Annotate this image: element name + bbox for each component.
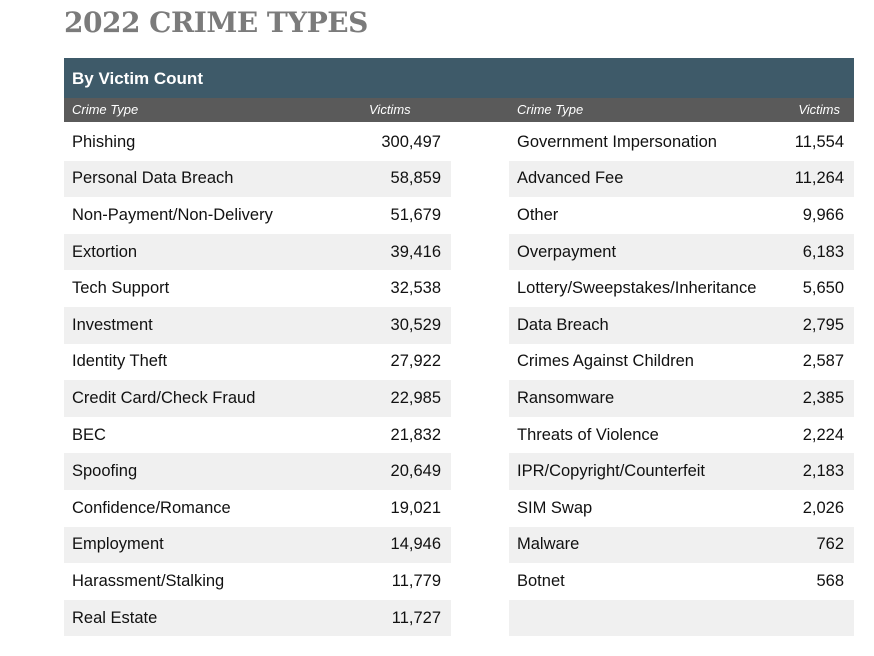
crime-type-cell: Overpayment — [517, 242, 617, 261]
page-title: 2022 CRIME TYPES — [64, 6, 368, 39]
victims-cell: 51,679 — [390, 205, 441, 224]
crime-type-cell: Credit Card/Check Fraud — [72, 388, 256, 407]
crime-type-cell: Extortion — [72, 242, 138, 261]
header-crime-type-right: Crime Type — [517, 102, 584, 117]
table-row: Identity Theft 27,922 — [64, 344, 451, 381]
crime-type-cell: IPR/Copyright/Counterfeit — [517, 462, 706, 481]
left-column: Phishing 300,497 Personal Data Breach 58,85… — [64, 124, 451, 637]
header-victims-right: Victims — [798, 102, 840, 117]
crime-type-cell: Ransomware — [517, 388, 615, 407]
victims-cell: 2,026 — [802, 498, 844, 517]
victims-cell: 6,183 — [802, 242, 844, 261]
column-header-row: Crime Type Victims Crime Type Victims — [64, 98, 854, 122]
victims-cell: 11,779 — [391, 571, 441, 590]
victims-cell: 20,649 — [390, 462, 441, 481]
crime-type-cell: Botnet — [517, 571, 565, 590]
table-row: Advanced Fee 11,264 — [509, 160, 854, 198]
victims-cell: 2,385 — [802, 388, 844, 407]
table-row: Ransomware 2,385 — [509, 380, 854, 417]
victims-cell: 19,021 — [390, 498, 441, 517]
table-row: Overpayment 6,183 — [509, 233, 854, 271]
crime-type-cell: Employment — [72, 535, 164, 554]
victims-cell: 32,538 — [390, 279, 441, 298]
crime-type-cell: SIM Swap — [517, 498, 593, 517]
victims-cell: 9,966 — [802, 205, 844, 224]
table-row: Confidence/Romance 19,021 — [64, 490, 451, 527]
crime-type-cell: Non-Payment/Non-Delivery — [72, 205, 273, 224]
table-row — [509, 599, 854, 637]
victims-cell: 22,985 — [390, 388, 441, 407]
table-row: Harassment/Stalking 11,779 — [64, 563, 451, 600]
crime-type-cell: Phishing — [72, 132, 136, 151]
table-row: Employment 14,946 — [64, 526, 451, 564]
victims-cell: 300,497 — [381, 132, 441, 151]
table-row: SIM Swap 2,026 — [509, 490, 854, 527]
victims-cell: 39,416 — [390, 242, 441, 261]
header-victims-left: Victims — [369, 102, 411, 117]
victims-cell: 58,859 — [390, 169, 441, 188]
table-row: Crimes Against Children 2,587 — [509, 344, 854, 381]
table-row: Data Breach 2,795 — [509, 306, 854, 344]
crime-type-cell: Spoofing — [72, 462, 138, 481]
victims-cell: 27,922 — [390, 352, 441, 371]
crime-type-cell: Malware — [517, 535, 580, 554]
crime-type-cell: Advanced Fee — [517, 169, 624, 188]
victims-cell: 21,832 — [390, 425, 441, 444]
table-row: Threats of Violence 2,224 — [509, 417, 854, 454]
table-body: Phishing 300,497 Personal Data Breach 58,85… — [64, 124, 854, 637]
victims-cell: 30,529 — [390, 315, 441, 334]
crime-types-table: By Victim Count Crime Type Victims Crime… — [64, 58, 854, 637]
crime-type-cell: Tech Support — [72, 279, 170, 298]
crime-type-cell: Personal Data Breach — [72, 169, 234, 188]
crime-type-cell: Investment — [72, 315, 153, 334]
crime-type-cell: BEC — [72, 425, 106, 444]
table-row: Malware 762 — [509, 526, 854, 564]
victims-cell: 11,727 — [391, 608, 441, 627]
crime-type-cell: Data Breach — [517, 315, 609, 334]
victims-cell: 568 — [816, 571, 844, 590]
table-row: Government Impersonation 11,554 — [509, 124, 854, 161]
table-row: Credit Card/Check Fraud 22,985 — [64, 380, 451, 417]
table-row: Extortion 39,416 — [64, 233, 451, 271]
crime-type-cell: Confidence/Romance — [72, 498, 231, 517]
table-row: Phishing 300,497 — [64, 124, 451, 161]
header-crime-type-left: Crime Type — [72, 102, 139, 117]
crime-type-cell: Government Impersonation — [517, 132, 717, 151]
victims-cell: 762 — [816, 535, 844, 554]
crime-type-cell: Identity Theft — [72, 352, 168, 371]
victims-cell: 11,554 — [794, 132, 844, 151]
table-band-title: By Victim Count — [64, 58, 854, 98]
victims-cell: 2,795 — [802, 315, 844, 334]
table-row: Spoofing 20,649 — [64, 453, 451, 490]
victims-cell: 2,587 — [802, 352, 844, 371]
victims-cell: 14,946 — [390, 535, 441, 554]
crime-type-cell: Harassment/Stalking — [72, 571, 225, 590]
victims-cell: 5,650 — [802, 279, 844, 298]
table-row: Investment 30,529 — [64, 306, 451, 344]
crime-type-cell: Real Estate — [72, 608, 158, 627]
crime-type-cell: Threats of Violence — [517, 425, 659, 444]
table-row: IPR/Copyright/Counterfeit 2,183 — [509, 453, 854, 490]
table-row: Personal Data Breach 58,859 — [64, 160, 451, 198]
table-row: Real Estate 11,727 — [64, 599, 451, 637]
header-spacer — [439, 98, 509, 122]
table-row: Other 9,966 — [509, 197, 854, 234]
crime-type-cell: Other — [517, 205, 559, 224]
table-row: Non-Payment/Non-Delivery 51,679 — [64, 197, 451, 234]
table-row: Tech Support 32,538 — [64, 270, 451, 307]
right-column: Government Impersonation 11,554 Advanced F… — [509, 124, 854, 637]
crime-type-cell: Crimes Against Children — [517, 352, 694, 371]
table-row: Lottery/Sweepstakes/Inheritance 5,650 — [509, 270, 854, 307]
table-row: BEC 21,832 — [64, 417, 451, 454]
table-row: Botnet 568 — [509, 563, 854, 600]
victims-cell: 2,224 — [802, 425, 844, 444]
victims-cell: 11,264 — [794, 169, 844, 188]
victims-cell: 2,183 — [802, 462, 844, 481]
crime-type-cell: Lottery/Sweepstakes/Inheritance — [517, 279, 757, 298]
